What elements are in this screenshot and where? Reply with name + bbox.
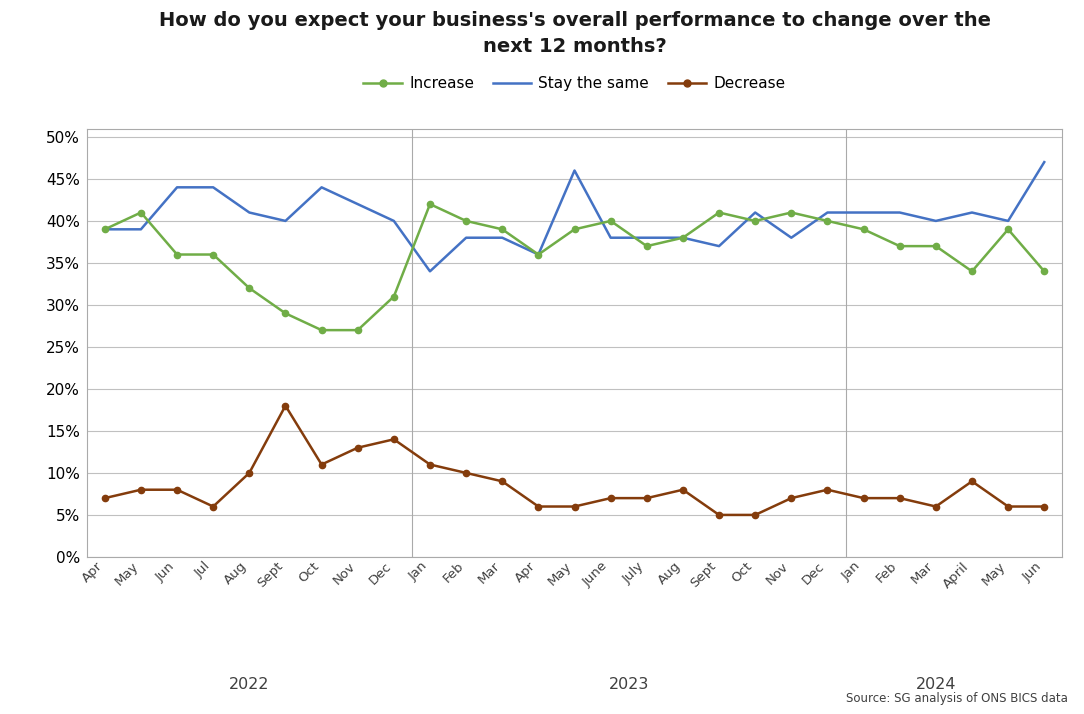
Legend: Increase, Stay the same, Decrease: Increase, Stay the same, Decrease bbox=[358, 70, 791, 97]
Title: How do you expect your business's overall performance to change over the
next 12: How do you expect your business's overal… bbox=[158, 11, 991, 56]
Text: Source: SG analysis of ONS BICS data: Source: SG analysis of ONS BICS data bbox=[846, 693, 1068, 705]
Text: 2024: 2024 bbox=[916, 677, 956, 692]
Text: 2022: 2022 bbox=[229, 677, 270, 692]
Text: 2023: 2023 bbox=[608, 677, 649, 692]
